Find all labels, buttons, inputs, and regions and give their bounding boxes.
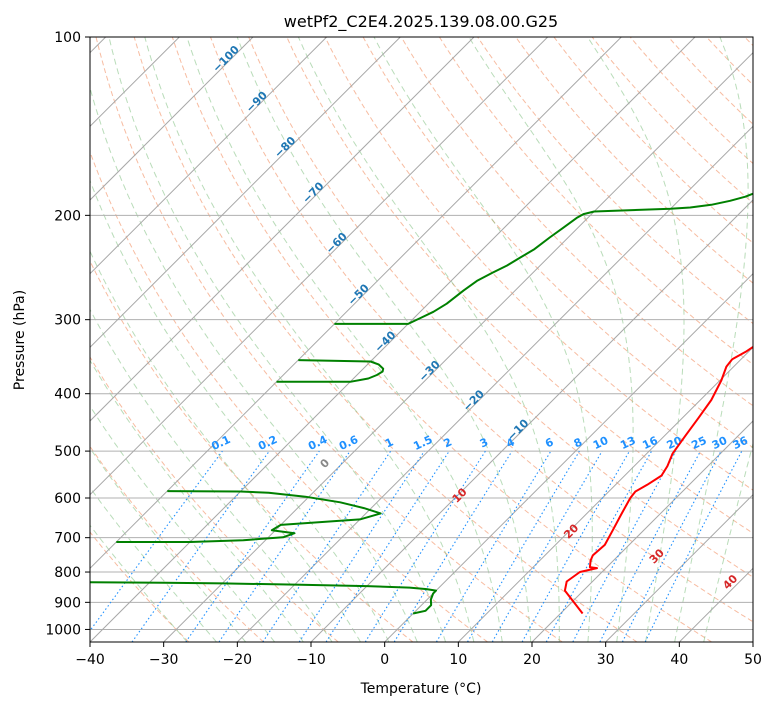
x-tick-label: −10 [296,652,326,668]
mixing-ratio-line [325,450,450,642]
dewpoint-profile-line [116,490,382,543]
y-tick-label: 400 [54,387,81,403]
x-axis-title: Temperature (°C) [360,681,482,697]
dry-adiabat [400,37,753,407]
mixing-ratio-label: 30 [710,434,730,452]
moist-adiabat [90,524,188,642]
chart-title: wetPf2_C2E4.2025.139.08.00.G25 [284,12,558,32]
y-tick-label: 800 [54,565,81,581]
x-tick-label: 50 [744,652,762,668]
isotherm-line [90,37,328,275]
y-tick-label: 200 [54,208,81,224]
x-tick-label: −20 [223,652,253,668]
isotherm-line [90,37,254,201]
dry-adiabat [95,37,563,642]
x-tick-label: −40 [75,652,105,668]
dewpoint-profile-line [276,359,385,383]
dry-adiabat [90,531,190,642]
dry-adiabat [515,37,753,284]
y-tick-label: 600 [54,491,81,507]
moist-adiabat [90,308,333,642]
y-tick-label: 500 [54,444,81,460]
isotherm-line [384,272,753,642]
y-axis-title: Pressure (hPa) [12,290,28,390]
moist-adiabat [90,405,276,642]
isotherm-line [605,493,753,642]
mixing-ratio-line [393,450,513,642]
x-tick-label: 20 [523,652,541,668]
background-lines [90,37,753,642]
moist-adiabat [90,359,304,642]
x-tick-label: 10 [449,652,467,668]
x-tick-label: 30 [597,652,615,668]
mixing-ratio-line [572,450,677,642]
isotherm-line [457,346,753,642]
dry-adiabat [133,37,638,642]
isotherm-line [163,51,753,642]
dry-adiabat [210,37,753,623]
mixing-ratio-line [131,450,270,642]
x-axis-ticks: −40 −30 −20 −10 0 10 20 30 40 50 [75,642,762,668]
moist-adiabat [373,37,593,642]
mixing-ratio-line [185,450,320,642]
isotherm-line [310,199,753,642]
x-tick-label: −30 [149,652,179,668]
dry-adiabat [90,445,264,642]
mixing-ratio-label: 20 [665,434,685,452]
mixing-ratio-label: 36 [731,434,751,452]
isotherm-line [236,125,753,642]
mixing-ratio-line [298,450,425,642]
isotherm-line [90,37,475,422]
y-tick-label: 300 [54,313,81,329]
isotherm-line [90,37,401,349]
moist-adiabat [144,37,475,642]
moist-adiabat [587,37,685,642]
dry-adiabat [171,37,712,642]
moist-adiabat [90,179,390,642]
isotherm-line [531,420,753,642]
y-tick-label: 1000 [45,622,81,638]
dry-adiabat [248,37,753,578]
mixing-ratio-label: 10 [591,434,611,452]
dry-adiabat [90,356,339,642]
mixing-ratio-line [262,450,392,642]
mixing-ratio-line [521,450,630,642]
moist-adiabat [703,441,753,642]
mixing-ratio-label: 13 [618,434,637,452]
mixing-ratio-line [218,450,351,642]
mixing-ratio-line [644,450,743,642]
mixing-ratio-line [90,450,223,632]
moist-adiabat [90,447,247,642]
dry-adiabat [90,150,488,642]
y-tick-label: 100 [54,30,81,46]
mixing-ratio-line [545,450,653,642]
moist-adiabat [90,86,418,642]
dewpoint-profile-line [334,192,753,325]
moist-adiabat [674,37,749,642]
y-axis-ticks: 100 200 300 400 500 600 700 800 900 1000 [45,30,90,638]
mixing-ratio-label: 25 [689,434,708,452]
profile-series [90,192,753,615]
isotherm-line [90,37,549,496]
x-tick-label: 0 [380,652,389,668]
plot-frame [89,36,754,643]
dry-adiabat [438,37,753,366]
dewpoint-profile-line [90,581,437,615]
y-tick-label: 700 [54,531,81,547]
dry-adiabat [324,37,753,491]
moist-adiabat [186,37,503,642]
temperature-profile-line [563,345,753,615]
mixing-ratio-label: 16 [640,434,660,452]
moist-adiabat [90,486,217,642]
x-tick-label: 40 [670,652,688,668]
y-tick-label: 900 [54,595,81,611]
